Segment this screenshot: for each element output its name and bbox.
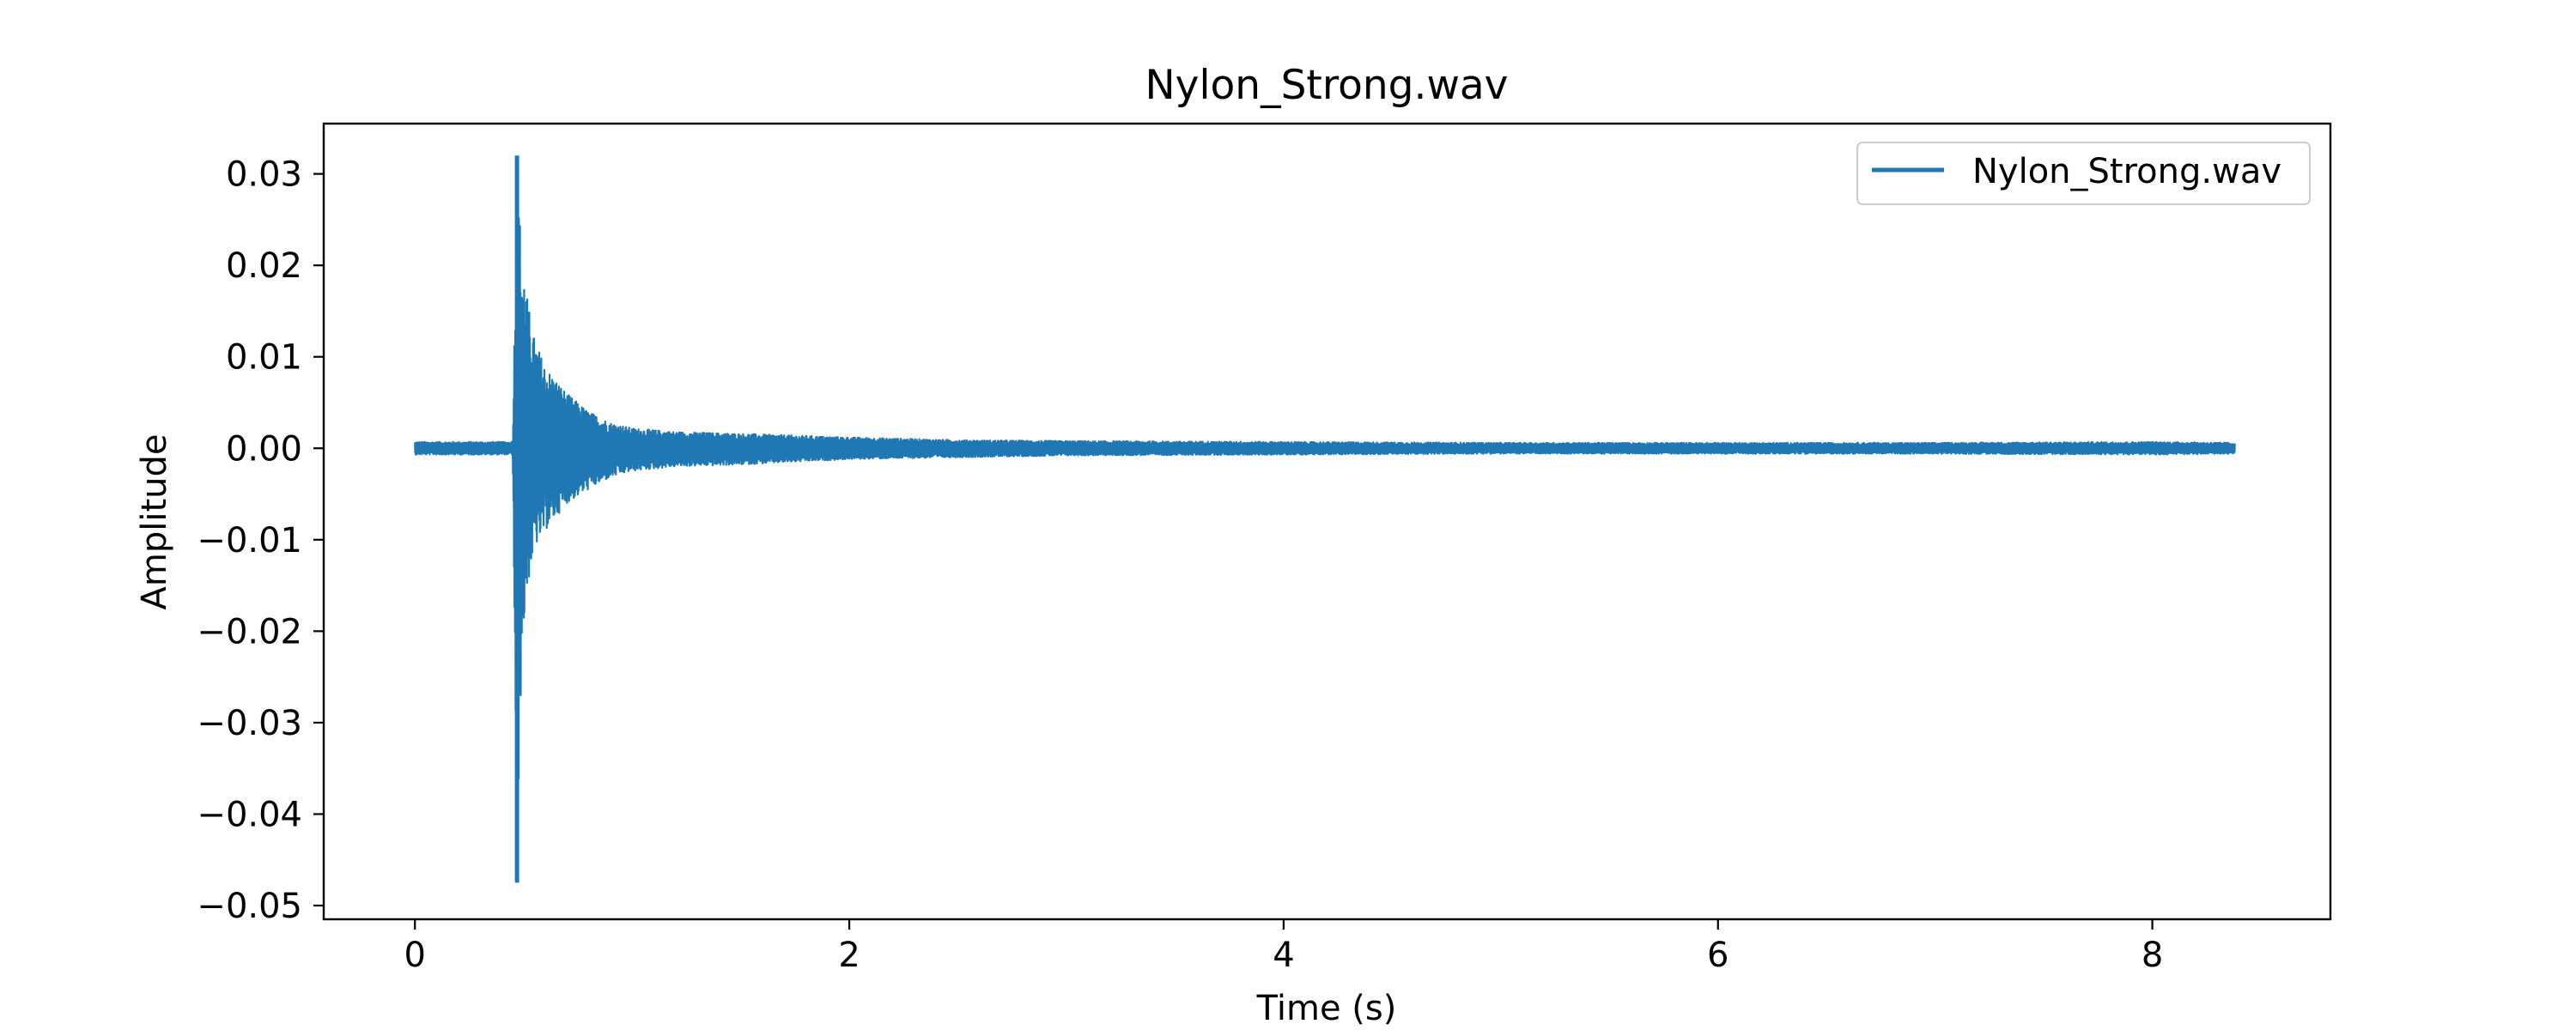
y-tick-label: 0.03 <box>226 155 302 195</box>
x-tick-label: 6 <box>1707 936 1728 975</box>
x-tick-label: 4 <box>1273 936 1294 975</box>
x-axis: 0 2 4 6 8 <box>404 919 2163 975</box>
y-tick-label: −0.05 <box>197 887 302 926</box>
legend: Nylon_Strong.wav <box>1856 142 2311 205</box>
y-tick-label: 0.01 <box>226 338 302 378</box>
y-tick-label: −0.01 <box>197 521 302 560</box>
x-tick-label: 0 <box>404 936 426 975</box>
waveform-line <box>414 185 2236 780</box>
y-tick-label: −0.03 <box>197 704 302 743</box>
x-axis-label: Time (s) <box>1256 989 1397 1028</box>
legend-label: Nylon_Strong.wav <box>1972 152 2281 191</box>
y-tick-label: 0.02 <box>226 246 302 286</box>
y-tick-label: 0.00 <box>226 429 302 469</box>
x-tick-label: 8 <box>2142 936 2163 975</box>
y-tick-label: −0.02 <box>197 612 302 651</box>
y-tick-label: −0.04 <box>197 795 302 834</box>
y-axis-label: Amplitude <box>135 434 174 610</box>
x-tick-label: 2 <box>838 936 860 975</box>
chart-title: Nylon_Strong.wav <box>1145 62 1509 109</box>
plot-frame <box>322 122 2332 921</box>
y-axis: −0.05 −0.04 −0.03 −0.02 −0.01 0.00 0.01 0.02 0.0… <box>197 155 324 926</box>
legend-box <box>1856 142 2311 205</box>
waveform-series <box>414 155 2236 883</box>
